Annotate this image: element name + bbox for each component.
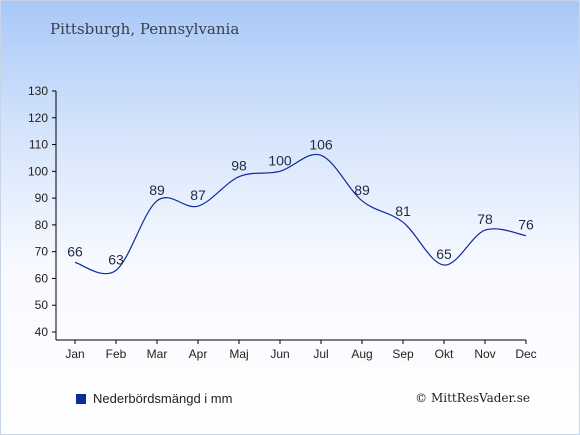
x-tick-label: Okt bbox=[435, 347, 454, 361]
x-axis-ticks: Jan Feb Mar Apr Maj Jun Jul Aug Sep Okt Nov Dec bbox=[65, 340, 537, 361]
data-label: 89 bbox=[354, 182, 370, 198]
x-tick-label: Jan bbox=[65, 347, 84, 361]
data-label: 98 bbox=[231, 158, 247, 174]
y-tick-label: 60 bbox=[35, 271, 49, 285]
x-tick-label: Maj bbox=[229, 347, 248, 361]
legend-swatch bbox=[76, 393, 86, 404]
data-label: 81 bbox=[395, 203, 411, 219]
x-tick-label: Jun bbox=[270, 347, 289, 361]
x-tick-label: Aug bbox=[351, 347, 372, 361]
x-tick-label: Dec bbox=[515, 347, 536, 361]
x-tick-label: Sep bbox=[392, 347, 414, 361]
axes bbox=[55, 91, 526, 341]
data-label: 76 bbox=[518, 217, 534, 233]
x-tick-label: Nov bbox=[474, 347, 495, 361]
data-label: 66 bbox=[67, 243, 83, 259]
data-label: 87 bbox=[190, 187, 206, 203]
y-tick-label: 120 bbox=[28, 111, 48, 125]
series-line bbox=[74, 153, 527, 275]
x-tick-label: Apr bbox=[189, 347, 208, 361]
y-axis-ticks: 40 50 60 70 80 90 100 110 120 130 bbox=[28, 84, 56, 339]
y-tick-label: 130 bbox=[28, 84, 48, 98]
x-tick-label: Jul bbox=[313, 347, 328, 361]
data-label: 100 bbox=[268, 152, 292, 168]
y-tick-label: 40 bbox=[35, 325, 49, 339]
x-tick-label: Feb bbox=[106, 347, 127, 361]
legend-label: Nederbördsmängd i mm bbox=[93, 391, 233, 406]
y-tick-label: 70 bbox=[35, 245, 49, 259]
y-tick-label: 100 bbox=[28, 164, 48, 178]
data-label: 78 bbox=[477, 211, 493, 227]
credit-text: © MittResVader.se bbox=[415, 391, 530, 405]
legend: Nederbördsmängd i mm bbox=[76, 391, 232, 406]
data-label: 89 bbox=[149, 182, 165, 198]
y-tick-label: 110 bbox=[29, 138, 48, 152]
data-label: 63 bbox=[108, 251, 124, 267]
y-tick-label: 90 bbox=[35, 191, 49, 205]
data-label: 65 bbox=[436, 246, 452, 262]
data-labels: 66 63 89 87 98 100 106 89 81 65 78 76 bbox=[67, 136, 534, 267]
data-label: 106 bbox=[309, 136, 333, 152]
chart-title: Pittsburgh, Pennsylvania bbox=[50, 20, 240, 38]
x-tick-label: Mar bbox=[147, 347, 168, 361]
y-tick-label: 50 bbox=[35, 298, 49, 312]
y-tick-label: 80 bbox=[35, 218, 49, 232]
